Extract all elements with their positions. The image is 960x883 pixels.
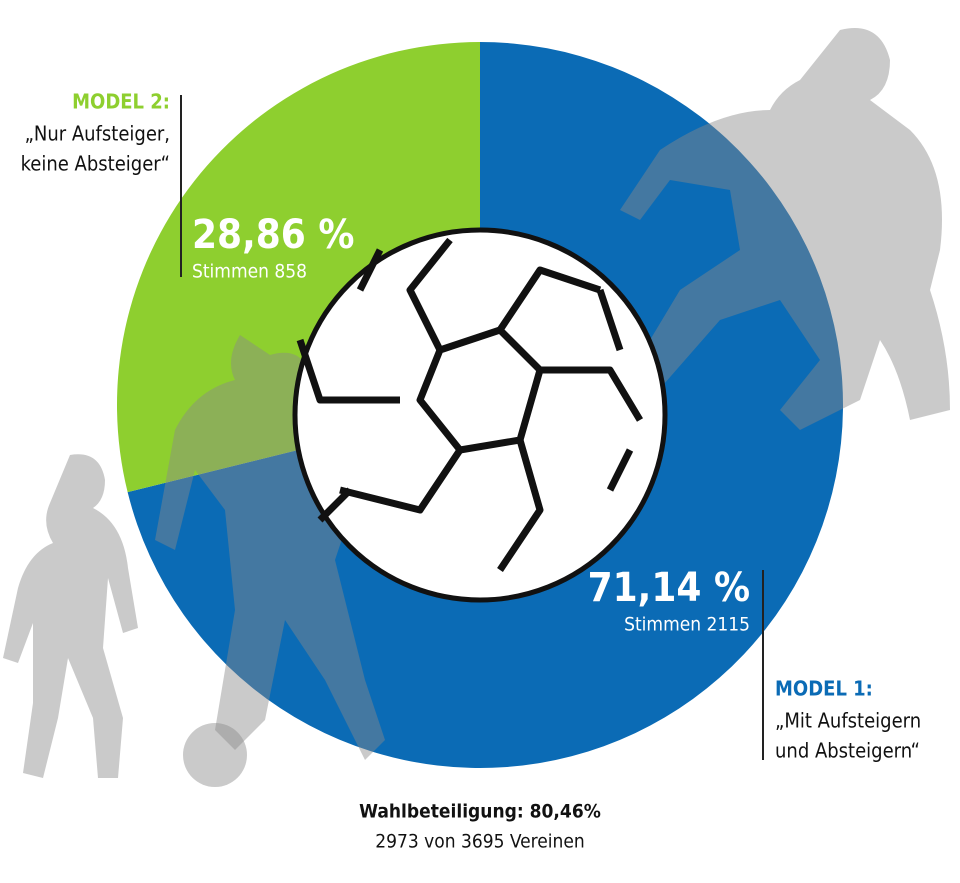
category-description: keine Absteiger“ bbox=[21, 152, 170, 176]
slice bbox=[117, 42, 481, 493]
slices bbox=[117, 42, 843, 769]
vote-label: Stimmen 858 bbox=[192, 261, 307, 283]
silhouettes bbox=[3, 28, 950, 787]
turnout-detail: 2973 von 3695 Vereinen bbox=[375, 831, 584, 853]
silhouette bbox=[3, 454, 138, 778]
silhouette bbox=[620, 28, 950, 430]
category-description: „Mit Aufsteigern bbox=[775, 709, 921, 733]
football bbox=[292, 227, 668, 603]
category-label: MODEL 1: bbox=[775, 677, 873, 701]
slice bbox=[127, 42, 843, 769]
vote-label: Stimmen 2115 bbox=[624, 614, 750, 636]
category-label: MODEL 2: bbox=[72, 90, 170, 114]
category-description: und Absteigern“ bbox=[775, 739, 920, 763]
turnout: Wahlbeteiligung: 80,46% bbox=[359, 801, 601, 823]
category-description: „Nur Aufsteiger, bbox=[25, 122, 170, 146]
silhouette-ball bbox=[183, 723, 247, 787]
silhouette bbox=[155, 335, 435, 760]
ball bbox=[292, 227, 668, 603]
labels: 71,14 % Stimmen 2115 MODEL 1: „Mit Aufsteig… bbox=[21, 90, 922, 763]
value-label: 28,86 % bbox=[192, 212, 354, 258]
value-label: 71,14 % bbox=[588, 565, 750, 611]
